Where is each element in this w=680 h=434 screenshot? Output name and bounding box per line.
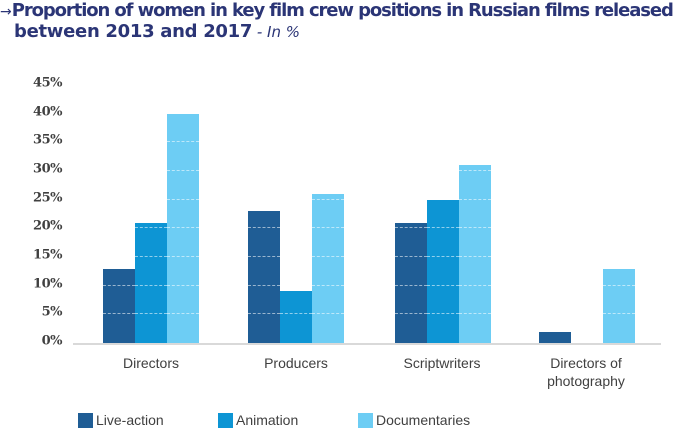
gridline: [395, 313, 427, 315]
gridline: [167, 170, 199, 172]
gridline: [135, 313, 167, 315]
y-tick-label: 5%: [41, 304, 63, 320]
gridline: [312, 313, 344, 315]
gridline: [312, 284, 344, 286]
title-line-1: Proportion of women in key film crew pos…: [11, 0, 674, 21]
x-tick-label-producers: Producers: [264, 355, 328, 371]
gridline: [167, 313, 199, 315]
legend-label: Animation: [236, 412, 299, 428]
x-tick-label-directors-of-photography: Directors of photography: [547, 355, 625, 389]
bar-producers-live-action: [248, 211, 280, 343]
bar-directors-live-action: [103, 268, 135, 343]
gridline: [459, 198, 491, 200]
gridline: [248, 256, 280, 258]
y-tick-label: 25%: [33, 190, 62, 206]
legend-item-animation: Animation: [218, 412, 358, 428]
gridline: [427, 227, 459, 229]
x-tick-label-directors: Directors: [122, 355, 179, 371]
chart-title: →Proportion of women in key film crew po…: [0, 1, 680, 42]
legend-label: Live-action: [96, 412, 164, 428]
gridline: [312, 198, 344, 200]
bar-directors-documentaries: [167, 113, 199, 343]
gridline: [459, 284, 491, 286]
gridline: [459, 170, 491, 172]
gridline: [395, 256, 427, 258]
gridline: [603, 313, 635, 315]
bar-producers-documentaries: [312, 194, 344, 343]
legend: Live-action Animation Documentaries: [78, 412, 470, 428]
bar-directors-of-photography-live-action: [539, 331, 571, 343]
x-axis-baseline: [73, 343, 661, 345]
gridline: [103, 284, 135, 286]
title-line-2: between 2013 and 2017: [14, 21, 253, 42]
bar-scriptwriters-live-action: [395, 222, 427, 343]
gridline: [459, 256, 491, 258]
gridline: [103, 313, 135, 315]
gridline: [395, 227, 427, 229]
gridline: [427, 284, 459, 286]
legend-swatch-documentaries: [358, 412, 373, 428]
y-tick-label: 35%: [33, 132, 62, 148]
arrow-icon: →: [0, 4, 12, 20]
y-tick-label: 30%: [33, 161, 62, 177]
legend-item-live-action: Live-action: [78, 412, 218, 428]
gridline: [248, 227, 280, 229]
bar-producers-animation: [280, 291, 312, 343]
title-unit: - In %: [252, 23, 301, 41]
legend-item-documentaries: Documentaries: [358, 412, 470, 428]
y-tick-label: 10%: [33, 276, 62, 292]
gridline: [167, 284, 199, 286]
gridline: [135, 227, 167, 229]
bar-scriptwriters-animation: [427, 199, 459, 343]
y-tick-label: 45%: [33, 75, 62, 91]
x-tick-label-scriptwriters: Scriptwriters: [403, 355, 481, 371]
gridline: [459, 227, 491, 229]
gridline: [248, 284, 280, 286]
y-tick-label: 0%: [41, 333, 63, 349]
gridline: [427, 256, 459, 258]
legend-label: Documentaries: [376, 412, 471, 428]
gridline: [459, 313, 491, 315]
gridline: [167, 141, 199, 143]
gridline: [135, 256, 167, 258]
gridline: [312, 256, 344, 258]
gridline: [395, 284, 427, 286]
gridline: [603, 284, 635, 286]
gridline: [427, 313, 459, 315]
gridline: [280, 313, 312, 315]
legend-swatch-live-action: [78, 412, 93, 428]
legend-swatch-animation: [218, 412, 233, 428]
y-tick-label: 20%: [33, 218, 62, 234]
gridline: [248, 313, 280, 315]
bar-scriptwriters-documentaries: [459, 165, 491, 343]
bar-directors-animation: [135, 222, 167, 343]
y-tick-label: 15%: [33, 247, 62, 263]
gridline: [167, 227, 199, 229]
y-tick-label: 40%: [33, 104, 62, 120]
gridline: [167, 198, 199, 200]
gridline: [312, 227, 344, 229]
gridline: [135, 284, 167, 286]
gridline: [167, 256, 199, 258]
bar-directors-of-photography-documentaries: [603, 268, 635, 343]
